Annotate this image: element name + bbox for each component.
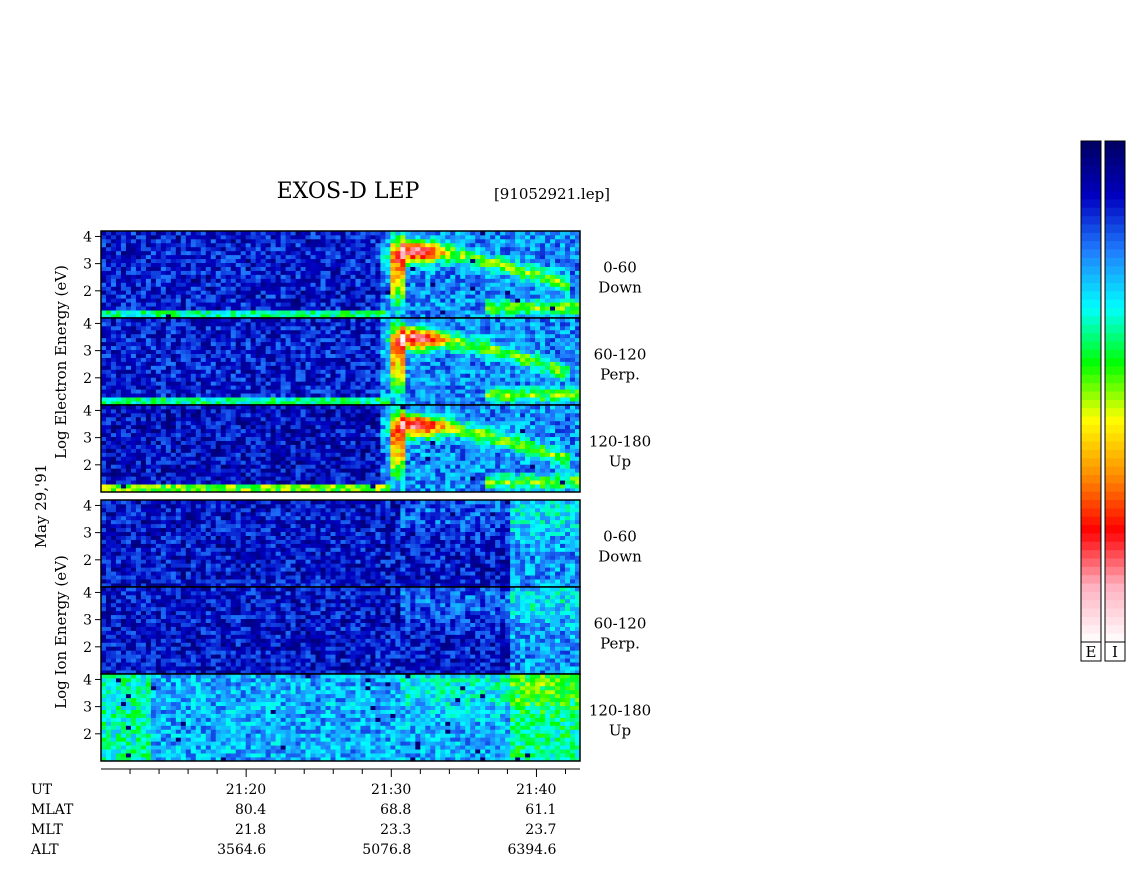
panel-ion-120-180: 4 3 2 120-180 Up [83,672,651,762]
ephemeris-value: 23.3 [380,822,411,838]
y-tick-label: 4 [83,316,92,332]
ephemeris-value: 61.1 [525,802,556,818]
pitch-range-label: 60-120 [594,615,647,633]
pitch-range-label: 120-180 [589,433,651,451]
y-tick-label: 4 [83,403,92,419]
ephemeris-value: 21:30 [371,782,411,798]
y-tick-label: 2 [83,553,92,569]
y-tick-label: 2 [83,640,92,656]
ephemeris-value: 68.8 [380,802,411,818]
ephemeris-table: UT 21:20 21:30 21:40 MLAT 80.4 68.8 61.1 MLT 21.8… [30,782,557,858]
electron-y-axis-label: Log Electron Energy (eV) [52,265,70,459]
direction-label: Up [609,453,631,471]
heatmap-cells [101,674,581,762]
ephemeris-value: 6394.6 [507,842,556,858]
y-tick-label: 2 [83,371,92,387]
y-tick-label: 3 [83,700,92,716]
y-tick-label: 3 [83,431,92,447]
y-tick-label: 4 [83,498,92,514]
colorbar-gradient [1081,141,1101,643]
ephemeris-value: 3564.6 [217,842,266,858]
colorbar-gradient [1105,141,1125,643]
ephemeris-value: 5076.8 [362,842,411,858]
pitch-range-label: 0-60 [603,259,637,277]
panel-electron-60-120: 4 3 2 60-120 Perp. [83,316,647,406]
heatmap-cells [101,405,581,493]
y-tick-label: 2 [83,284,92,300]
panel-electron-120-180: 4 3 2 120-180 Up [83,403,651,493]
y-tick-label: 4 [83,229,92,245]
ion-y-axis-label: Log Ion Energy (eV) [52,555,70,709]
colorbar-label-box [1080,641,1102,662]
direction-label: Perp. [600,635,640,653]
file-label: [91052921.lep] [494,185,610,203]
ephemeris-row-name: MLT [31,822,63,838]
pitch-range-label: 120-180 [589,702,651,720]
y-tick-label: 3 [83,344,92,360]
panel-ion-60-120: 4 3 2 60-120 Perp. [83,585,647,675]
colorbar-ion: I [1104,140,1126,662]
y-tick-label: 2 [83,727,92,743]
heatmap-cells [101,500,581,588]
y-tick-label: 2 [83,458,92,474]
direction-label: Perp. [600,366,640,384]
colorbar-label: E [1086,643,1097,661]
panel-frame [100,673,581,762]
panel-electron-0-60: 4 3 2 0-60 Down [83,229,642,319]
colorbar-label-box [1104,641,1126,662]
chart-title: EXOS-D LEP [277,179,420,204]
y-tick-label: 3 [83,257,92,273]
y-tick-label: 4 [83,672,92,688]
heatmap-cells [101,231,581,319]
pitch-range-label: 60-120 [594,346,647,364]
y-tick-label: 3 [83,613,92,629]
ephemeris-value: 80.4 [235,802,266,818]
panel-frame [100,404,581,493]
colorbar-label: I [1112,643,1118,661]
time-axis [101,768,580,777]
heatmap-cells [101,318,581,406]
ephemeris-value: 21.8 [235,822,266,838]
y-tick-label: 3 [83,526,92,542]
ephemeris-row-name: ALT [30,842,59,858]
y-tick-label: 4 [83,585,92,601]
pitch-range-label: 0-60 [603,528,637,546]
spectrogram-panels: 4 3 2 0-60 Down 4 3 2 60-120 Perp. 4 3 2 120-180 Up 4 3 2… [83,229,651,762]
ephemeris-value: 23.7 [525,822,556,838]
ephemeris-row-name: UT [31,782,53,798]
direction-label: Down [598,279,642,297]
date-label: May 29,'91 [32,464,50,549]
ephemeris-row-name: MLAT [31,802,74,818]
panel-ion-0-60: 4 3 2 0-60 Down [83,498,642,588]
colorbar-electron: E [1080,140,1102,662]
ephemeris-value: 21:40 [516,782,556,798]
ephemeris-value: 21:20 [226,782,266,798]
heatmap-cells [101,587,581,675]
direction-label: Down [598,548,642,566]
direction-label: Up [609,722,631,740]
